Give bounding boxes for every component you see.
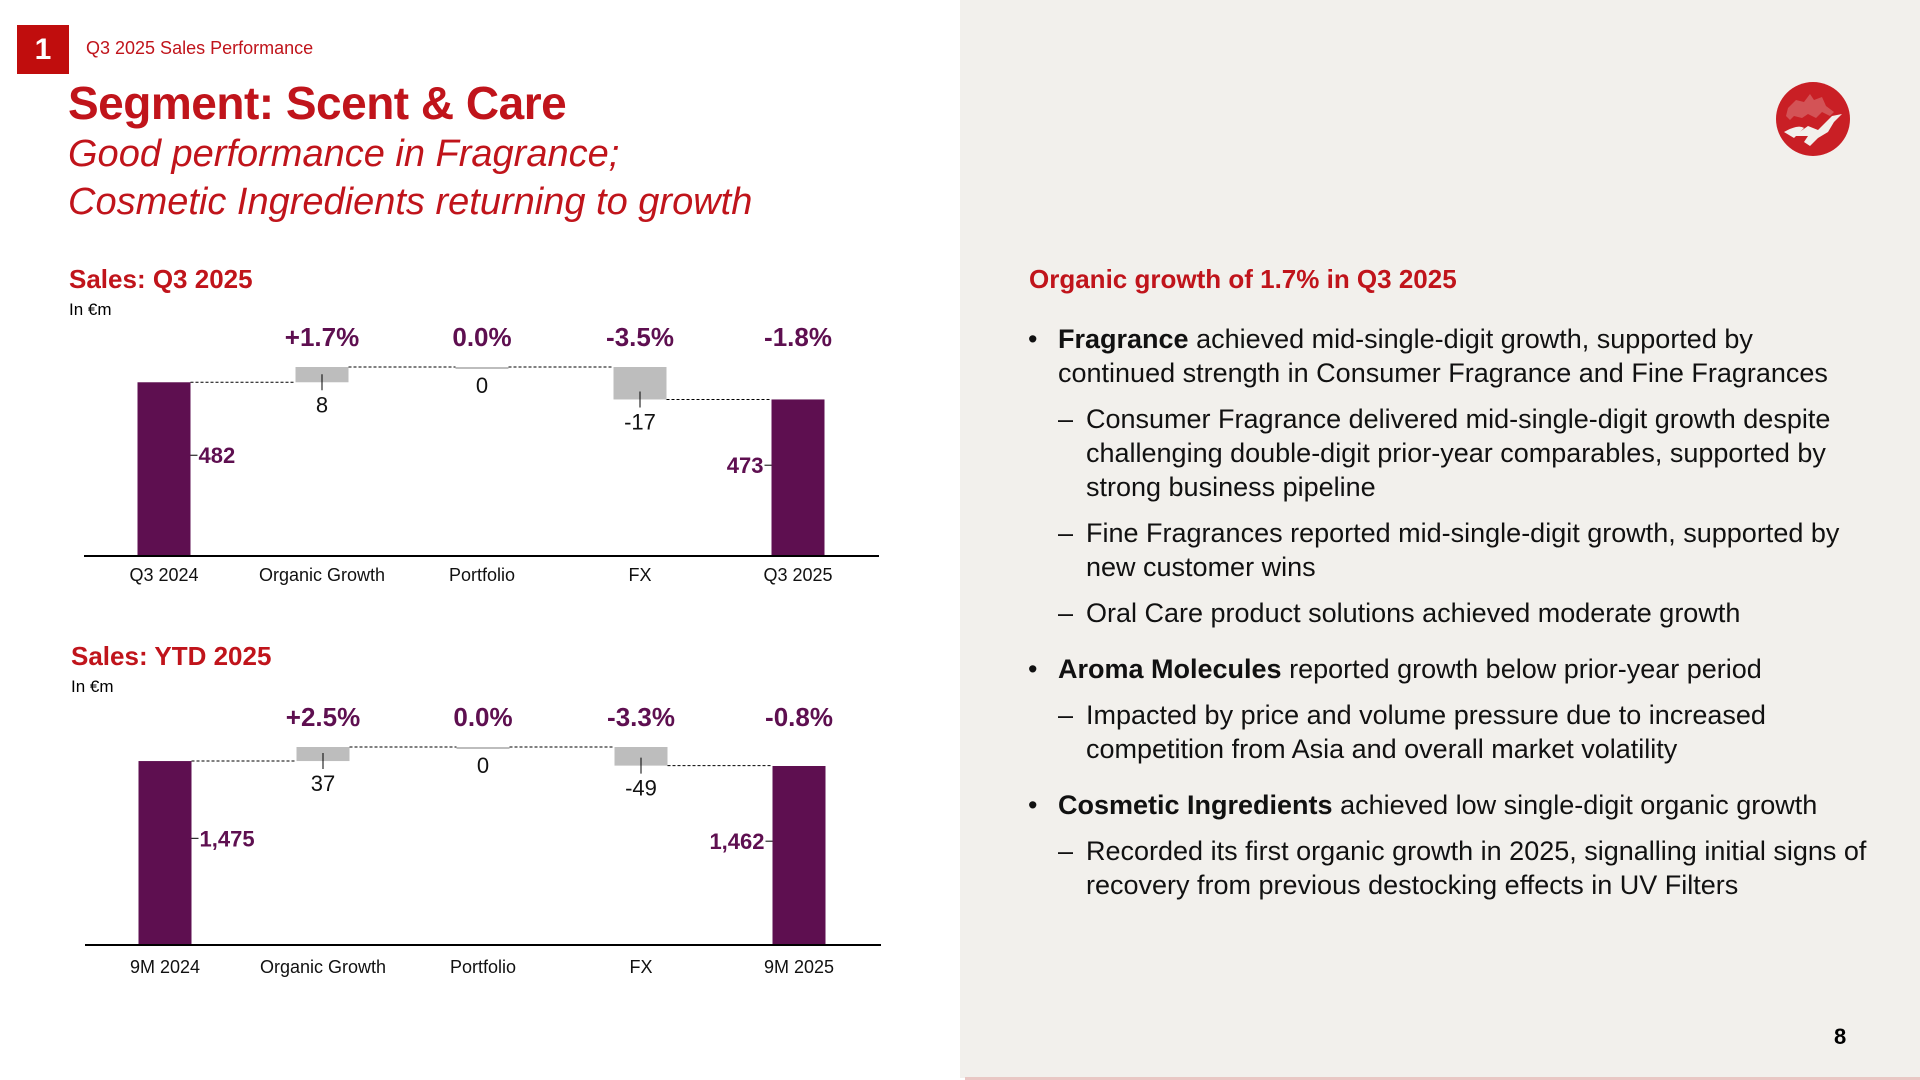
page-subtitle: Good performance in Fragrance; Cosmetic … [68,130,752,226]
page-number: 8 [1834,1024,1847,1049]
chart-ytd-title: Sales: YTD 2025 [71,641,272,671]
commentary-heading: Organic growth of 1.7% in Q3 2025 [1029,264,1457,294]
pct-label: -1.8% [764,322,832,352]
category-label: Organic Growth [260,957,386,977]
chart-q3-unit: In €m [69,300,112,319]
delta-bar [456,747,510,749]
sub-bullet-text: Oral Care product solutions achieved mod… [1086,598,1741,628]
value-label: 1,462 [709,829,764,854]
bullet-item: • Cosmetic Ingredients achieved low singl… [1028,788,1868,822]
delta-bar [614,747,668,766]
sub-bullet-item: – Fine Fragrances reported mid-single-dig… [1028,516,1868,584]
section-number-badge: 1 [17,25,69,74]
category-label: Q3 2024 [129,565,198,585]
sub-bullet-item: – Oral Care product solutions achieved mo… [1028,596,1868,630]
dash-icon: – [1058,598,1074,628]
sub-bullet-item: – Recorded its first organic growth in 20… [1028,834,1868,902]
value-label: 482 [199,443,236,468]
bullet-icon: • [1028,324,1038,354]
bullet-text: achieved low single-digit organic growth [1332,790,1818,820]
category-label: Portfolio [449,565,515,585]
category-label: FX [628,565,651,585]
spacer [1028,642,1868,652]
bullet-icon: • [1028,654,1038,684]
footer-divider [965,1077,1920,1080]
value-label: -49 [625,776,657,801]
subtitle-line-2: Cosmetic Ingredients returning to growth [68,181,753,223]
bullet-subject: Aroma Molecules [1058,654,1282,684]
category-label: 9M 2024 [130,957,200,977]
dash-icon: – [1058,518,1074,548]
category-label: 9M 2025 [764,957,834,977]
category-label: Organic Growth [259,565,385,585]
delta-bar [455,367,509,369]
total-bar [137,382,191,556]
chart-ytd-unit: In €m [71,677,114,696]
subtitle-line-1: Good performance in Fragrance; [68,133,620,175]
bullet-text: achieved mid-single-digit growth, suppor… [1058,324,1828,388]
value-label: 1,475 [200,826,255,851]
category-label: FX [629,957,652,977]
page-title: Segment: Scent & Care [68,77,567,129]
bullet-subject: Cosmetic Ingredients [1058,790,1333,820]
sub-bullet-text: Impacted by price and volume pressure du… [1086,700,1766,764]
spacer [1028,778,1868,788]
total-bar [771,399,825,556]
sub-bullet-text: Recorded its first organic growth in 202… [1086,836,1867,900]
value-label: 37 [311,771,335,796]
bullet-icon: • [1028,790,1038,820]
value-label: 473 [727,453,764,478]
bullet-item: • Aroma Molecules reported growth below p… [1028,652,1868,686]
dash-icon: – [1058,836,1074,866]
section-title: Q3 2025 Sales Performance [86,38,314,58]
bullet-text: reported growth below prior-year period [1281,654,1762,684]
pct-label: 0.0% [452,322,511,352]
bullet-item: • Fragrance achieved mid-single-digit gro… [1028,322,1868,390]
pct-label: -3.3% [607,702,675,732]
value-label: 0 [477,753,489,778]
value-label: 0 [476,373,488,398]
category-label: Portfolio [450,957,516,977]
bullet-subject: Fragrance [1058,324,1189,354]
value-label: 8 [316,392,328,417]
sub-bullet-text: Fine Fragrances reported mid-single-digi… [1086,518,1840,582]
pct-label: +1.7% [285,322,359,352]
commentary-panel [960,0,1920,1078]
dash-icon: – [1058,404,1074,434]
total-bar [138,761,192,945]
pct-label: +2.5% [286,702,360,732]
sub-bullet-item: – Consumer Fragrance delivered mid-single… [1028,402,1868,504]
commentary-bullets: • Fragrance achieved mid-single-digit gro… [1028,322,1868,914]
chart-q3-title: Sales: Q3 2025 [69,264,253,294]
value-label: -17 [624,409,656,434]
pct-label: -0.8% [765,702,833,732]
sub-bullet-text: Consumer Fragrance delivered mid-single-… [1086,404,1831,502]
sub-bullet-item: – Impacted by price and volume pressure d… [1028,698,1868,766]
dragon-hummingbird-logo-icon [1776,82,1850,156]
total-bar [772,766,826,945]
pct-label: -3.5% [606,322,674,352]
dash-icon: – [1058,700,1074,730]
pct-label: 0.0% [453,702,512,732]
category-label: Q3 2025 [763,565,832,585]
